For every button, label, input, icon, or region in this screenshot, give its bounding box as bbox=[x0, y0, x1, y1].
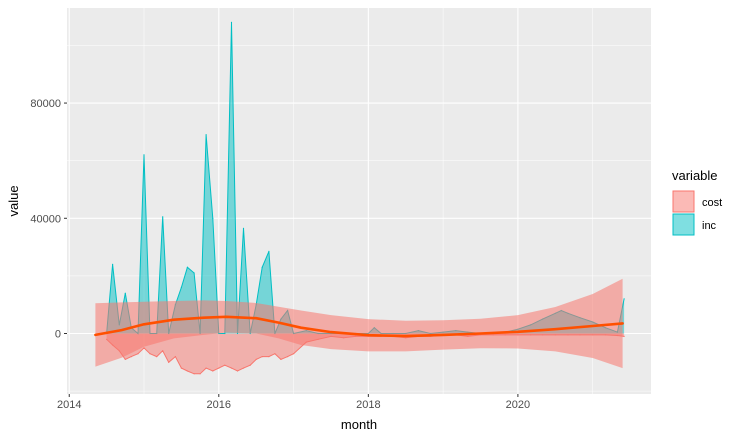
y-tick-label-0: 0 bbox=[55, 329, 61, 341]
x-tick-label-2020: 2020 bbox=[506, 399, 530, 411]
point-cost bbox=[174, 356, 176, 358]
point-cost bbox=[130, 356, 132, 358]
point-cost bbox=[186, 370, 188, 372]
point-cost bbox=[218, 367, 220, 369]
point-cost bbox=[255, 358, 257, 360]
y-axis-title: value bbox=[6, 185, 21, 216]
point-cost bbox=[287, 356, 289, 358]
point-inc bbox=[212, 217, 214, 219]
point-inc bbox=[112, 263, 114, 265]
point-inc bbox=[193, 272, 195, 274]
point-inc bbox=[268, 250, 270, 252]
point-inc bbox=[143, 154, 145, 156]
legend-label-inc: inc bbox=[702, 220, 717, 232]
point-cost bbox=[149, 353, 151, 355]
smooth-line-layer bbox=[94, 315, 624, 338]
point-inc bbox=[261, 266, 263, 268]
point-cost bbox=[205, 367, 207, 369]
point-inc bbox=[205, 134, 207, 136]
point-inc bbox=[236, 332, 239, 335]
point-cost bbox=[212, 370, 214, 372]
confidence-band bbox=[95, 278, 623, 369]
point-cost bbox=[124, 358, 126, 360]
y-axis: 0 40000 80000 bbox=[30, 98, 67, 341]
x-tick-label-2018: 2018 bbox=[356, 399, 380, 411]
point-inc bbox=[186, 266, 188, 268]
point-cost bbox=[268, 356, 270, 358]
x-axis-title: month bbox=[341, 417, 377, 432]
y-tick-label-80000: 80000 bbox=[30, 98, 61, 110]
y-tick-label-40000: 40000 bbox=[30, 213, 61, 225]
point-cost bbox=[280, 358, 282, 360]
point-cost bbox=[261, 356, 263, 358]
point-cost bbox=[137, 353, 139, 355]
point-cost bbox=[180, 367, 182, 369]
smooth-trend-line bbox=[94, 315, 624, 338]
point-cost bbox=[143, 347, 145, 349]
point-cost bbox=[249, 364, 251, 366]
point-inc bbox=[623, 298, 625, 300]
point-cost bbox=[242, 367, 245, 369]
confidence-band-layer bbox=[95, 278, 623, 369]
x-tick-label-2016: 2016 bbox=[207, 399, 231, 411]
point-cost bbox=[230, 367, 233, 369]
area-cost bbox=[106, 333, 625, 374]
point-cost bbox=[199, 373, 201, 375]
point-cost bbox=[274, 353, 276, 355]
point-inc bbox=[162, 216, 164, 218]
point-cost bbox=[156, 356, 158, 358]
point-inc bbox=[242, 227, 245, 229]
point-cost bbox=[293, 353, 295, 355]
legend: variable cost inc bbox=[672, 168, 722, 236]
point-inc bbox=[180, 286, 182, 288]
point-cost bbox=[162, 350, 164, 352]
x-axis: 2014 2016 2018 2020 bbox=[57, 394, 530, 411]
legend-key-cost bbox=[672, 190, 695, 213]
point-inc bbox=[230, 21, 233, 23]
point-cost bbox=[623, 335, 625, 337]
legend-label-cost: cost bbox=[702, 197, 722, 209]
legend-title: variable bbox=[672, 168, 718, 183]
point-cost bbox=[236, 370, 239, 372]
point-inc bbox=[224, 332, 226, 335]
point-inc bbox=[124, 292, 126, 294]
legend-key-inc bbox=[672, 213, 695, 236]
x-tick-label-2014: 2014 bbox=[57, 399, 81, 411]
point-cost bbox=[193, 373, 195, 375]
point-cost bbox=[224, 364, 226, 366]
point-cost bbox=[168, 361, 170, 363]
grid-minor bbox=[67, 8, 651, 394]
